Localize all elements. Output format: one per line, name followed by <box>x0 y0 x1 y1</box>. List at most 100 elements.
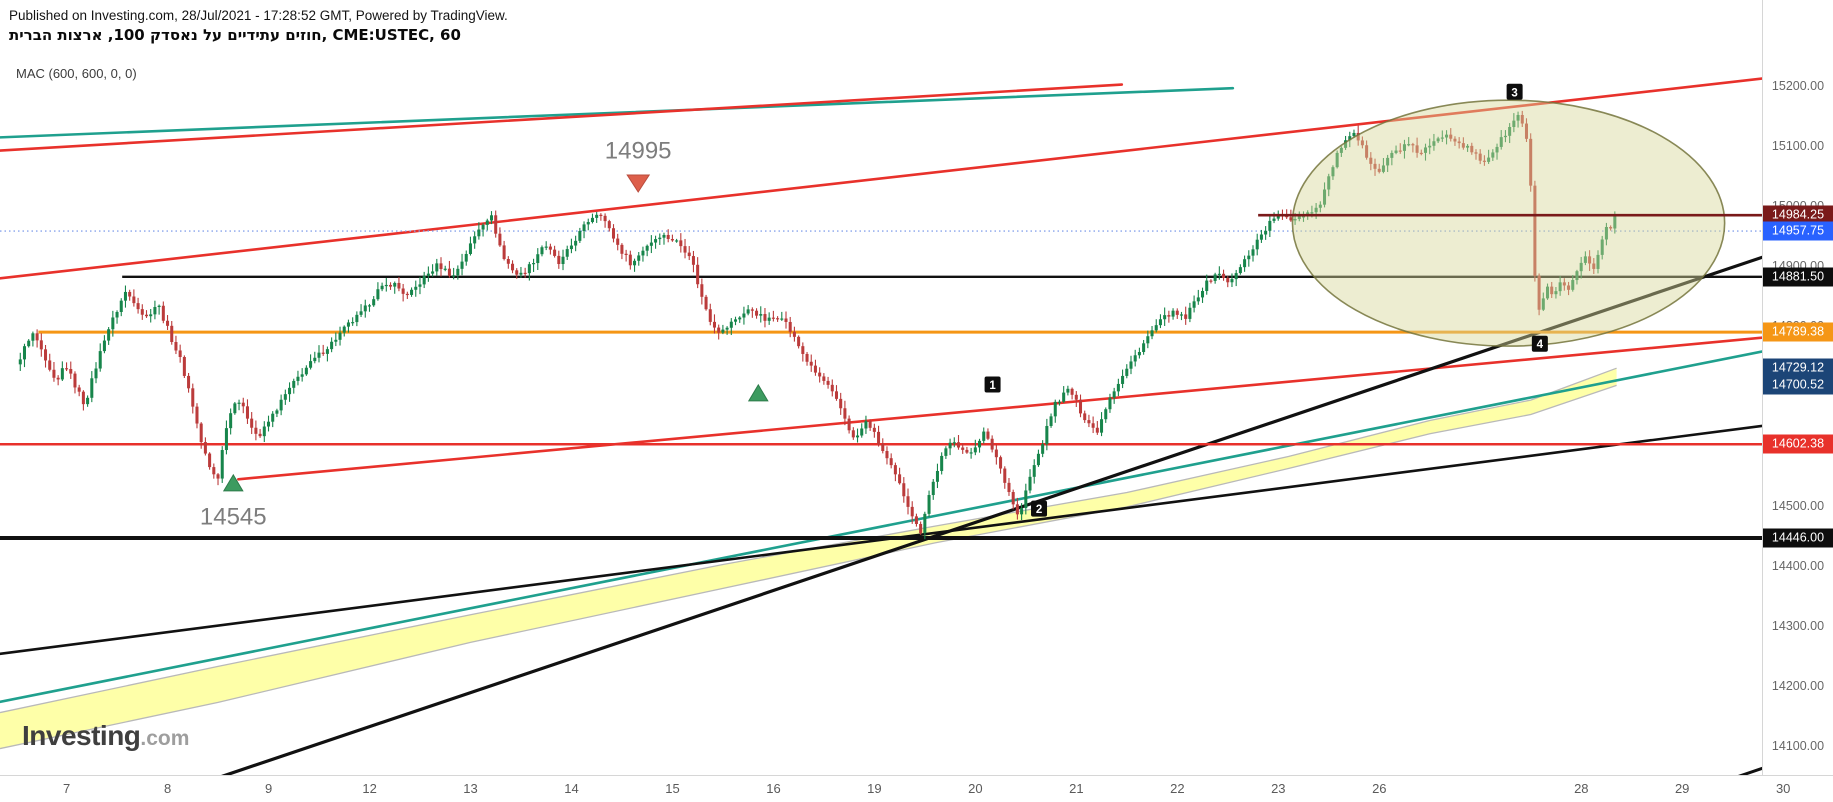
candle <box>191 383 195 414</box>
candle <box>1255 233 1259 256</box>
candle <box>1234 269 1238 287</box>
candle <box>317 345 321 363</box>
candle <box>1217 266 1221 280</box>
candle <box>346 319 350 333</box>
candle <box>304 365 308 376</box>
candle <box>1339 146 1343 157</box>
indicator-label[interactable]: MAC (600, 600, 0, 0) <box>16 66 137 81</box>
candle <box>431 264 435 277</box>
arrow-up-icon[interactable] <box>222 473 244 492</box>
trendline[interactable] <box>0 77 1762 280</box>
trendline[interactable] <box>0 83 1124 152</box>
chart-canvas[interactable]: 1 2 3 4 14995 14545 <box>0 0 1762 775</box>
candle <box>1415 137 1419 158</box>
wave-marker[interactable]: 2 <box>1031 500 1048 517</box>
candle <box>136 297 140 314</box>
candle <box>729 318 733 336</box>
candle <box>187 372 191 393</box>
candle <box>1457 137 1461 149</box>
candle <box>1398 143 1402 154</box>
candle <box>675 238 679 243</box>
candle <box>342 325 346 337</box>
candle <box>1184 306 1188 325</box>
trendline[interactable] <box>1632 766 1762 775</box>
candle <box>1470 142 1474 155</box>
trendline[interactable] <box>0 86 1235 139</box>
trendline[interactable] <box>236 336 1762 481</box>
price-tag: 14881.50 <box>1763 267 1833 287</box>
candle <box>288 382 292 402</box>
candle <box>1583 251 1587 266</box>
candle <box>696 257 700 289</box>
candle <box>906 488 910 515</box>
arrow-down-icon[interactable] <box>626 174 651 193</box>
wave-marker[interactable]: 3 <box>1506 83 1523 100</box>
candle <box>94 362 98 384</box>
price-axis-label: 14500.00 <box>1771 498 1825 513</box>
candle <box>275 408 279 418</box>
candle <box>1070 387 1074 400</box>
candle <box>738 316 742 323</box>
candle <box>271 411 275 428</box>
candle <box>700 278 704 305</box>
wave-marker-label: 2 <box>1036 504 1042 516</box>
candle <box>22 343 27 368</box>
candle <box>140 304 144 320</box>
candle <box>1554 287 1558 299</box>
candle <box>1104 407 1108 423</box>
publish-info: Published on Investing.com, 28/Jul/2021 … <box>9 8 508 23</box>
candle <box>856 428 860 443</box>
arrow-up-icon[interactable] <box>747 383 769 402</box>
annotation-label: 14545 <box>200 503 267 530</box>
candle <box>174 335 178 355</box>
price-axis[interactable]: 14100.00 14200.00 14300.00 14400.00 14500.00… <box>1762 0 1833 775</box>
candle <box>1487 149 1491 164</box>
candle <box>325 346 329 362</box>
candle <box>1562 278 1566 291</box>
candle <box>389 282 393 290</box>
candle <box>1020 503 1024 521</box>
time-axis-label: 9 <box>264 781 273 796</box>
annotation-label: 14995 <box>605 138 672 165</box>
candle <box>1529 133 1533 192</box>
candle <box>250 412 254 435</box>
candle <box>1491 149 1495 161</box>
candle <box>157 304 161 315</box>
candle <box>367 303 371 312</box>
candle <box>1222 269 1226 281</box>
candle <box>384 278 388 292</box>
time-axis[interactable]: 7 8 9 12 13 14 15 16 19 20 21 22 23 26 28 29 30 <box>0 775 1833 802</box>
candle <box>687 246 691 261</box>
candle <box>1108 393 1112 413</box>
candle <box>999 455 1003 474</box>
candle <box>1377 163 1381 174</box>
price-axis-label: 14100.00 <box>1771 738 1825 753</box>
trendline[interactable] <box>0 255 1762 775</box>
candle <box>1163 307 1167 326</box>
candle <box>666 229 670 243</box>
candle <box>1175 308 1179 319</box>
candle <box>52 361 56 382</box>
candle <box>1301 211 1306 222</box>
candle <box>477 222 481 240</box>
candle <box>1318 201 1322 213</box>
highlight-ellipse[interactable] <box>1291 99 1726 347</box>
candle <box>813 359 817 376</box>
wave-marker[interactable]: 4 <box>1531 335 1548 352</box>
candle <box>654 235 658 249</box>
candle <box>111 310 115 337</box>
candle <box>1062 386 1066 403</box>
candle <box>1419 149 1423 156</box>
trendline[interactable] <box>0 350 1762 704</box>
candle <box>153 300 157 320</box>
wave-marker[interactable]: 1 <box>984 376 1001 393</box>
time-axis-label: 19 <box>867 781 882 796</box>
price-axis-label: 14400.00 <box>1771 558 1825 573</box>
investing-logo-text: Investing <box>22 720 141 751</box>
candle <box>1011 489 1015 510</box>
candle <box>973 439 977 456</box>
investing-logo-suffix: .com <box>140 727 190 750</box>
candle <box>1533 180 1537 282</box>
candle <box>969 447 973 459</box>
